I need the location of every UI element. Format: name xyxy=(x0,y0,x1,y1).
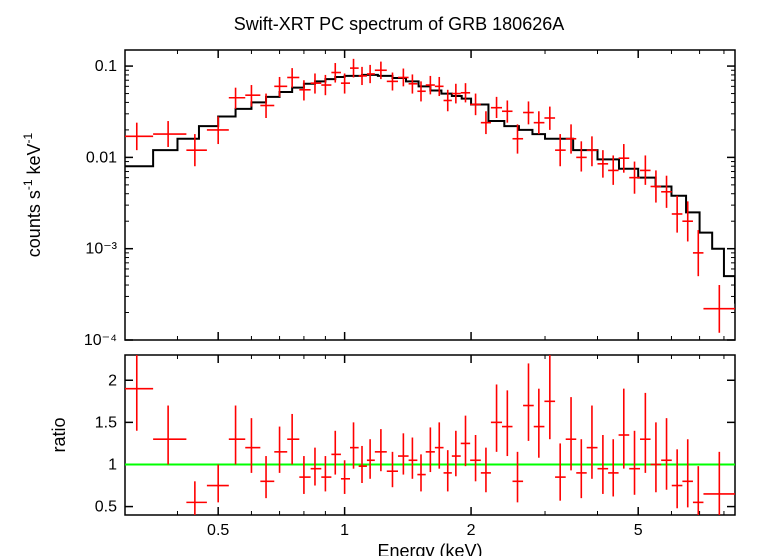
spectrum-svg: Swift-XRT PC spectrum of GRB 180626A 0.5 1… xyxy=(0,0,758,556)
y-bottom-tick-label: 1 xyxy=(108,456,117,473)
x-tick-label: 5 xyxy=(634,522,643,539)
y-bottom-tick-label: 0.5 xyxy=(95,499,117,516)
y-bottom-tick-label: 2 xyxy=(108,372,117,389)
y-bottom-axis-label: ratio xyxy=(49,417,69,452)
chart-title: Swift-XRT PC spectrum of GRB 180626A xyxy=(234,14,564,34)
x-tick-label: 0.5 xyxy=(207,522,229,539)
y-top-tick-label: 0.1 xyxy=(95,58,117,75)
y-top-tick-label: 10⁻³ xyxy=(85,241,117,258)
y-top-tick-label: 10⁻⁴ xyxy=(84,332,117,349)
y-bottom-tick-label: 1.5 xyxy=(95,414,117,431)
top-plot-area xyxy=(125,59,735,333)
x-tick-label: 2 xyxy=(467,522,476,539)
x-tick-label: 1 xyxy=(340,522,349,539)
y-top-axis-label: counts s-1 keV-1 xyxy=(21,132,44,257)
model-curve xyxy=(125,75,735,304)
spectrum-figure: Swift-XRT PC spectrum of GRB 180626A 0.5 1… xyxy=(0,0,758,556)
bottom-plot-area xyxy=(125,347,735,523)
y-top-tick-label: 0.01 xyxy=(86,149,117,166)
x-axis-label: Energy (keV) xyxy=(377,541,482,556)
